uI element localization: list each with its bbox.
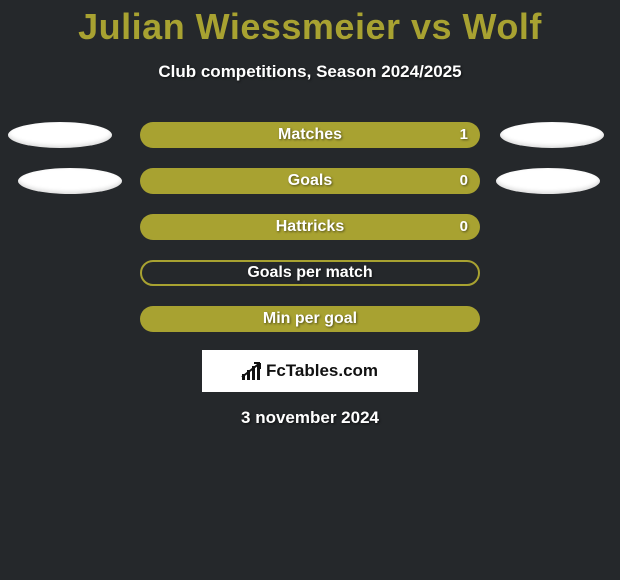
stat-bar: Matches 1 <box>140 122 480 148</box>
stat-bar: Goals 0 <box>140 168 480 194</box>
page-subtitle: Club competitions, Season 2024/2025 <box>0 62 620 82</box>
source-logo: FcTables.com <box>202 350 418 392</box>
stat-label: Min per goal <box>263 310 357 328</box>
stat-bar: Hattricks 0 <box>140 214 480 240</box>
stat-label: Goals per match <box>247 264 372 282</box>
player-left-marker <box>18 168 122 194</box>
stat-row-hattricks: Hattricks 0 <box>0 214 620 240</box>
snapshot-date: 3 november 2024 <box>0 408 620 428</box>
bar-chart-icon <box>242 362 260 380</box>
stat-bar: Min per goal <box>140 306 480 332</box>
stat-row-goals: Goals 0 <box>0 168 620 194</box>
player-right-marker <box>500 122 604 148</box>
page-title: Julian Wiessmeier vs Wolf <box>0 0 620 48</box>
stat-row-goals-per-match: Goals per match <box>0 260 620 286</box>
stat-value: 1 <box>460 122 468 148</box>
stat-bar: Goals per match <box>140 260 480 286</box>
stat-value: 0 <box>460 168 468 194</box>
stat-label: Hattricks <box>276 218 344 236</box>
stat-row-matches: Matches 1 <box>0 122 620 148</box>
source-logo-text: FcTables.com <box>266 361 378 381</box>
stat-row-min-per-goal: Min per goal <box>0 306 620 332</box>
stat-label: Matches <box>278 126 342 144</box>
stat-label: Goals <box>288 172 332 190</box>
stat-bars: Matches 1 Goals 0 Hattricks 0 Goals per … <box>0 122 620 332</box>
stat-value: 0 <box>460 214 468 240</box>
player-left-marker <box>8 122 112 148</box>
player-right-marker <box>496 168 600 194</box>
comparison-card: Julian Wiessmeier vs Wolf Club competiti… <box>0 0 620 580</box>
